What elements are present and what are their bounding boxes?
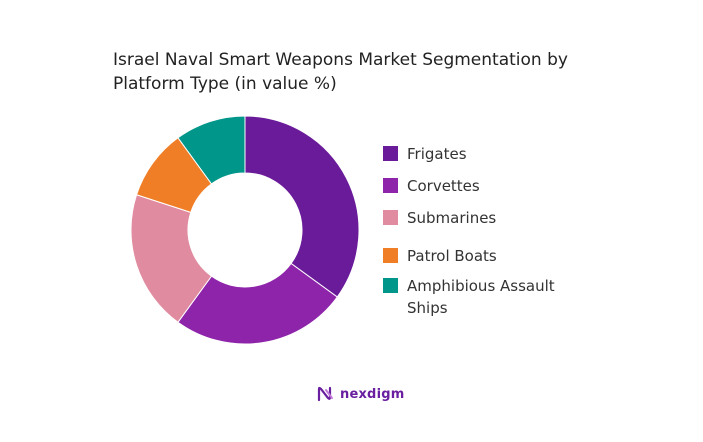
legend-swatch — [383, 278, 398, 293]
nexdigm-logo-icon — [317, 386, 333, 402]
chart-title: Israel Naval Smart Weapons Market Segmen… — [113, 48, 593, 96]
brand-name: nexdigm — [340, 386, 405, 402]
legend-item-amphibious-assault-ships: Amphibious Assault Ships — [383, 275, 577, 319]
legend-item-corvettes: Corvettes — [383, 175, 607, 197]
donut-slices — [130, 115, 360, 345]
legend-label: Submarines — [407, 209, 497, 227]
legend-item-frigates: Frigates — [383, 143, 607, 165]
donut-slice-frigates — [244, 115, 360, 298]
legend-label: Patrol Boats — [407, 247, 497, 265]
legend-label: Amphibious Assault Ships — [407, 277, 555, 317]
chart-title-line-2: Platform Type (in value %) — [113, 74, 337, 94]
legend-item-patrol-boats: Patrol Boats — [383, 245, 607, 267]
donut-slice-amphibious-assault-ships — [177, 115, 246, 185]
legend-swatch — [383, 210, 398, 225]
donut-slice-corvettes — [177, 262, 338, 345]
legend-item-submarines: Submarines — [383, 207, 607, 229]
legend-swatch — [383, 248, 398, 263]
legend-label: Frigates — [407, 145, 467, 163]
chart-title-line-1: Israel Naval Smart Weapons Market Segmen… — [113, 50, 568, 70]
brand-logo: nexdigm — [316, 384, 404, 404]
legend-swatch — [383, 178, 398, 193]
legend-label: Corvettes — [407, 177, 480, 195]
donut-slice-submarines — [130, 194, 213, 323]
legend-swatch — [383, 146, 398, 161]
